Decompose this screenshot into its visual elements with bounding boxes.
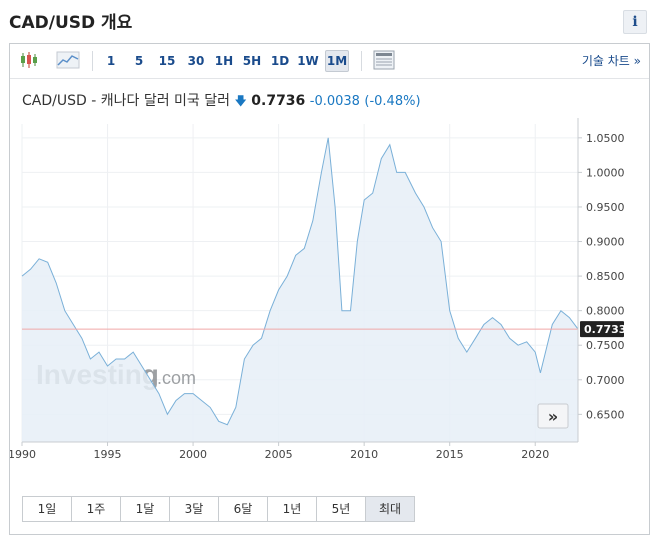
x-tick-label: 1990 bbox=[10, 448, 36, 461]
range-selector: 1일 1주 1달 3달 6달 1년 5년 최대 bbox=[22, 496, 415, 522]
toolbar-divider bbox=[361, 51, 362, 71]
timeframe-1[interactable]: 1 bbox=[106, 54, 116, 68]
info-icon[interactable]: i bbox=[623, 10, 647, 34]
chart-toolbar: 1 5 15 30 1H 5H 1D 1W 1M 기술 차트 » bbox=[10, 44, 649, 79]
y-tick-label: 0.7000 bbox=[586, 374, 625, 387]
table-view-icon[interactable] bbox=[373, 50, 395, 70]
x-tick-label: 2020 bbox=[521, 448, 549, 461]
chevron-double-right-icon: » bbox=[548, 407, 558, 426]
series-area bbox=[22, 137, 578, 443]
area-chart-icon[interactable] bbox=[56, 50, 80, 70]
timeframe-30[interactable]: 30 bbox=[187, 54, 205, 68]
y-tick-label: 0.9500 bbox=[586, 201, 625, 214]
range-5y[interactable]: 5년 bbox=[317, 497, 366, 521]
range-max[interactable]: 최대 bbox=[366, 497, 414, 521]
quote-change-pct: (-0.48%) bbox=[364, 94, 421, 109]
x-tick-label: 2000 bbox=[179, 448, 207, 461]
series-line bbox=[21, 137, 579, 426]
range-1d[interactable]: 1일 bbox=[23, 497, 72, 521]
x-tick-label: 2015 bbox=[436, 448, 464, 461]
y-tick-label: 0.7500 bbox=[586, 339, 625, 352]
price-chart[interactable]: Investing.com0.65000.70000.75000.80000.8… bbox=[10, 44, 649, 494]
y-tick-label: 0.6500 bbox=[586, 408, 625, 421]
y-tick-label: 1.0500 bbox=[586, 132, 625, 145]
last-price-label: 0.7733 bbox=[584, 323, 626, 336]
range-1w[interactable]: 1주 bbox=[72, 497, 121, 521]
timeframe-1d[interactable]: 1D bbox=[270, 54, 290, 68]
range-6mo[interactable]: 6달 bbox=[219, 497, 268, 521]
quote-change: -0.0038 bbox=[309, 94, 360, 109]
range-1y[interactable]: 1년 bbox=[268, 497, 317, 521]
technical-chart-link[interactable]: 기술 차트 » bbox=[581, 54, 641, 68]
toolbar-divider bbox=[92, 51, 93, 71]
quote-name: 캐나다 달러 미국 달러 bbox=[100, 93, 231, 109]
y-tick-label: 0.9000 bbox=[586, 236, 625, 249]
quote-separator: - bbox=[91, 93, 101, 109]
range-3mo[interactable]: 3달 bbox=[170, 497, 219, 521]
scroll-forward-button[interactable] bbox=[537, 403, 569, 429]
timeframe-5[interactable]: 5 bbox=[134, 54, 144, 68]
chart-panel: 1 5 15 30 1H 5H 1D 1W 1M 기술 차트 » CAD/USD… bbox=[9, 43, 650, 535]
y-tick-label: 0.8500 bbox=[586, 270, 625, 283]
x-tick-label: 2005 bbox=[265, 448, 293, 461]
y-tick-label: 0.8000 bbox=[586, 305, 625, 318]
timeframe-5h[interactable]: 5H bbox=[242, 54, 262, 68]
last-price-tag bbox=[580, 321, 624, 338]
candlestick-icon[interactable] bbox=[18, 50, 40, 70]
quote-line: CAD/USD - 캐나다 달러 미국 달러 🡇 0.7736 -0.0038 … bbox=[22, 90, 421, 113]
timeframe-1m[interactable]: 1M bbox=[325, 50, 349, 72]
timeframe-1h[interactable]: 1H bbox=[214, 54, 234, 68]
x-tick-label: 1995 bbox=[94, 448, 122, 461]
timeframe-15[interactable]: 15 bbox=[158, 54, 176, 68]
x-tick-label: 2010 bbox=[350, 448, 378, 461]
timeframe-1w[interactable]: 1W bbox=[297, 54, 319, 68]
arrow-down-icon: 🡇 bbox=[234, 94, 247, 108]
range-1mo[interactable]: 1달 bbox=[121, 497, 170, 521]
quote-symbol: CAD/USD bbox=[22, 93, 87, 109]
watermark-suffix: .com bbox=[157, 368, 196, 388]
y-tick-label: 1.0000 bbox=[586, 166, 625, 179]
quote-price: 0.7736 bbox=[251, 93, 306, 109]
page-title: CAD/USD 개요 bbox=[9, 13, 133, 33]
